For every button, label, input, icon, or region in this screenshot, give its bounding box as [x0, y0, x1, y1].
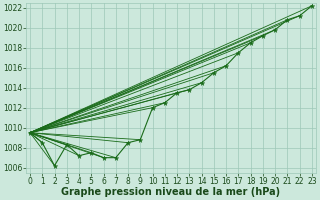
- X-axis label: Graphe pression niveau de la mer (hPa): Graphe pression niveau de la mer (hPa): [61, 187, 281, 197]
